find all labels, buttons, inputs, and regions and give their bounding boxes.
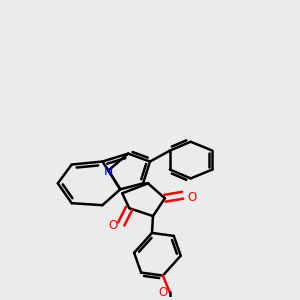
Text: N: N <box>104 165 113 178</box>
Text: O: O <box>187 191 196 204</box>
Text: O: O <box>158 286 167 299</box>
Text: O: O <box>109 220 118 232</box>
